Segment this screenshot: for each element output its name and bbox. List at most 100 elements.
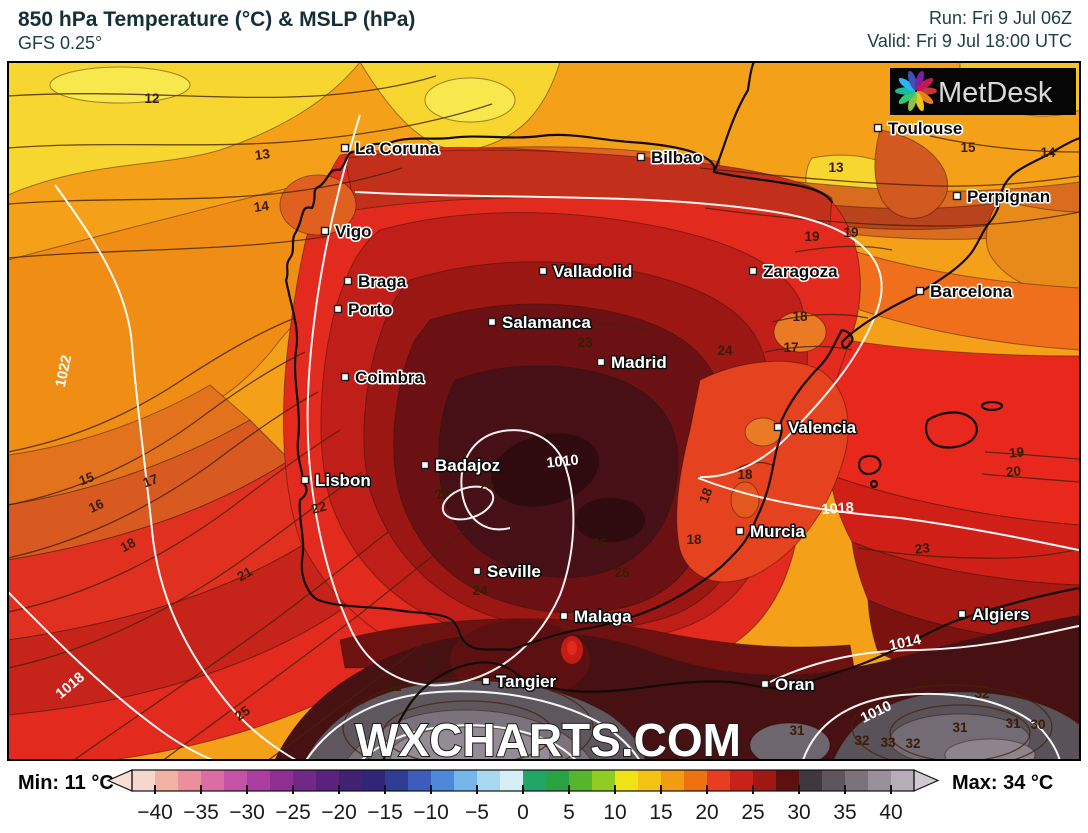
colorbar-block — [454, 770, 477, 791]
contour-label: 22 — [310, 498, 328, 516]
city-label: Coimbra — [355, 368, 425, 387]
colorbar-block — [201, 770, 224, 791]
contour-label: 32 — [854, 733, 869, 748]
contour-label: 19 — [804, 229, 819, 244]
city-label: Badajoz — [435, 456, 500, 475]
contour-label: 31 — [386, 679, 402, 694]
city-label: Perpignan — [967, 187, 1050, 206]
contour-label: 30 — [1030, 717, 1045, 732]
colorbar-block — [776, 770, 799, 791]
city-braga: Braga — [343, 271, 408, 293]
colorbar-block — [868, 770, 891, 791]
colorbar-block — [247, 770, 270, 791]
contour-labels: 12 13 14 13 15 14 19 19 18 17 23 24 22 26 26 24 26 26 18 18… — [53, 91, 1056, 751]
contour-label: 1010 — [546, 452, 580, 471]
contour-label: 13 — [828, 160, 844, 175]
contour-label: 26 — [614, 565, 630, 580]
city-label: Valladolid — [553, 262, 632, 281]
map-field: 12 13 14 13 15 14 19 19 18 17 23 24 22 26 26 24 26 26 18 18… — [8, 62, 1080, 766]
city-marker — [487, 317, 497, 327]
colorbar-block — [845, 770, 868, 791]
city-coimbra: Coimbra — [340, 367, 426, 389]
city-zaragoza: Zaragoza — [748, 261, 840, 283]
colorbar-right-arrow — [913, 769, 940, 792]
contour-label: 19 — [843, 225, 858, 240]
city-marker — [472, 566, 482, 576]
city-marker — [915, 286, 925, 296]
watermark: WXCHARTS.COM — [355, 714, 741, 766]
colorbar-tick-label: −15 — [367, 801, 403, 824]
city-label: Seville — [487, 562, 541, 581]
page-title: 850 hPa Temperature (°C) & MSLP (hPa) — [18, 8, 416, 31]
city-barcelona: Barcelona — [915, 281, 1014, 303]
colorbar-tick-label: −40 — [137, 801, 173, 824]
colorbar-block — [546, 770, 569, 791]
colorbar-block — [339, 770, 362, 791]
colorbar-block — [224, 770, 247, 791]
colorbar-tick-label: 0 — [517, 801, 529, 824]
city-malaga: Malaga — [559, 606, 634, 628]
contour-label: 26 — [433, 483, 453, 502]
city-marker — [340, 143, 350, 153]
contour-label: 31 — [952, 720, 968, 735]
city-badajoz: Badajoz — [420, 455, 502, 477]
contour-label: 31 — [789, 723, 805, 738]
colorbar-tick-label: 30 — [787, 801, 810, 824]
colorbar-block — [477, 770, 500, 791]
city-label: Madrid — [611, 353, 667, 372]
contour-label: 33 — [880, 735, 896, 750]
temperature-contours — [8, 75, 1080, 760]
colorbar-block — [661, 770, 684, 791]
city-label: Braga — [358, 272, 407, 291]
city-marker — [773, 422, 783, 432]
contour-label: 12 — [144, 91, 159, 106]
city-marker — [559, 611, 569, 621]
contour-label: 14 — [1040, 145, 1056, 160]
pinwheel-petal — [916, 77, 934, 92]
pinwheel-petal — [907, 91, 918, 112]
contour-label: 18 — [686, 532, 702, 547]
city-marker — [538, 266, 548, 276]
pinwheel-petal — [898, 90, 916, 105]
colorbar-block — [707, 770, 730, 791]
contour-label: 1022 — [53, 354, 75, 389]
contour-label: 26 — [478, 477, 496, 494]
colorbar-tick-label: −30 — [229, 801, 265, 824]
colorbar-tick-label: 15 — [649, 801, 672, 824]
colorbar-block — [270, 770, 293, 791]
city-label: Toulouse — [888, 119, 962, 138]
city-murcia: Murcia — [735, 521, 807, 543]
city-label: La Coruna — [355, 139, 440, 158]
colorbar-block — [362, 770, 385, 791]
city-algiers: Algiers — [957, 604, 1031, 626]
colorbar-block — [155, 770, 178, 791]
colorbar-block — [500, 770, 523, 791]
contour-label: 23 — [577, 335, 593, 350]
city-marker — [340, 372, 350, 382]
city-valencia: Valencia — [773, 417, 858, 439]
city-label: Tangier — [496, 672, 557, 691]
colorbar-tick-label: −20 — [321, 801, 357, 824]
city-label: Salamanca — [502, 313, 591, 332]
metdesk-logo: MetDesk — [890, 68, 1076, 115]
city-oran: Oran — [760, 674, 816, 696]
city-label: Murcia — [750, 522, 805, 541]
pinwheel-petal — [898, 77, 916, 92]
city-valladolid: Valladolid — [538, 261, 634, 283]
colorbar-block — [822, 770, 845, 791]
contour-label: 15 — [77, 469, 97, 488]
contour-label: 18 — [118, 535, 139, 556]
city-marker — [320, 226, 330, 236]
contour-label: 18 — [696, 485, 715, 505]
city-bilbao: Bilbao — [636, 147, 704, 169]
colorbar-block — [431, 770, 454, 791]
city-label: Vigo — [335, 222, 372, 241]
colorbar-min-label: Min: 11 °C — [18, 772, 114, 794]
city-marker — [596, 357, 606, 367]
city-label: Oran — [775, 675, 815, 694]
city-la-coruna: La Coruna — [340, 138, 441, 160]
city-marker — [420, 460, 430, 470]
colorbar-tick-label: 40 — [879, 801, 902, 824]
city-marker — [481, 676, 491, 686]
contour-label: 32 — [974, 686, 989, 701]
